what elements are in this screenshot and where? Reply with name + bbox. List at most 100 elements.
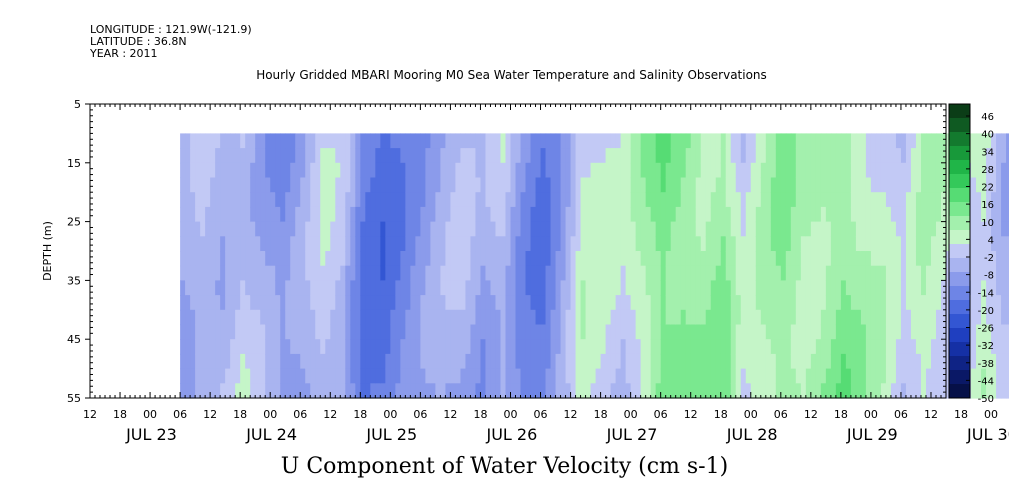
heatmap-cell	[435, 133, 442, 149]
heatmap-cell	[905, 251, 912, 267]
heatmap-cell	[996, 162, 1002, 179]
heatmap-cell	[815, 368, 822, 384]
heatmap-cell	[350, 162, 356, 179]
heatmap-cell	[800, 251, 807, 267]
heatmap-cell	[755, 251, 762, 267]
heatmap-cell	[315, 148, 321, 164]
heatmap-cell	[485, 280, 492, 296]
heatmap-cell	[635, 133, 642, 149]
heatmap-cell	[815, 309, 822, 326]
heatmap-cell	[665, 324, 672, 340]
heatmap-cell	[260, 177, 266, 193]
heatmap-cell	[520, 206, 527, 223]
heatmap-cell	[1006, 265, 1009, 281]
heatmap-cell	[510, 353, 517, 370]
heatmap-cell	[435, 265, 442, 281]
heatmap-cell	[270, 368, 276, 384]
heatmap-cell	[920, 280, 927, 296]
heatmap-cell	[660, 162, 667, 179]
heatmap-cell	[825, 324, 832, 340]
heatmap-cell	[180, 339, 186, 355]
heatmap-cell	[860, 295, 867, 311]
heatmap-cell	[710, 353, 717, 370]
heatmap-cell	[860, 148, 867, 164]
heatmap-cell	[770, 383, 777, 399]
heatmap-cell	[615, 236, 622, 252]
heatmap-cell	[370, 309, 376, 326]
heatmap-cell	[530, 177, 537, 193]
heatmap-cell	[375, 133, 381, 149]
x-day-label: JUL 25	[365, 425, 417, 444]
heatmap-cell	[971, 221, 977, 237]
x-hour-label: 06	[894, 408, 908, 421]
heatmap-cell	[720, 383, 727, 399]
heatmap-cell	[485, 368, 492, 384]
heatmap-cell	[325, 221, 331, 237]
heatmap-cell	[290, 251, 296, 267]
heatmap-cell	[285, 221, 291, 237]
heatmap-cell	[550, 324, 557, 340]
heatmap-cell	[455, 295, 462, 311]
heatmap-cell	[976, 383, 982, 399]
heatmap-cell	[996, 339, 1002, 355]
heatmap-cell	[815, 295, 822, 311]
heatmap-cell	[185, 324, 191, 340]
heatmap-cell	[190, 353, 196, 370]
heatmap-cell	[815, 221, 822, 237]
heatmap-cell	[585, 206, 592, 223]
heatmap-cell	[620, 192, 627, 208]
heatmap-cell	[890, 368, 897, 384]
heatmap-cell	[635, 324, 642, 340]
heatmap-cell	[840, 383, 847, 399]
heatmap-cell	[760, 162, 767, 179]
heatmap-cell	[730, 368, 737, 384]
heatmap-cell	[565, 265, 572, 281]
heatmap-cell	[230, 309, 236, 326]
heatmap-cell	[235, 133, 241, 149]
heatmap-cell	[460, 383, 467, 399]
heatmap-cell	[720, 236, 727, 252]
heatmap-cell	[350, 309, 356, 326]
heatmap-cell	[981, 148, 987, 164]
heatmap-cell	[820, 251, 827, 267]
heatmap-cell	[830, 339, 837, 355]
heatmap-cell	[620, 368, 627, 384]
y-tick-label: 5	[74, 98, 81, 111]
colorbar-label: -32	[978, 341, 994, 352]
heatmap-cell	[185, 162, 191, 179]
heatmap-cell	[710, 236, 717, 252]
heatmap-cell	[930, 295, 937, 311]
heatmap-cell	[570, 148, 577, 164]
heatmap-cell	[320, 221, 326, 237]
heatmap-cell	[375, 148, 381, 164]
heatmap-cell	[355, 368, 361, 384]
heatmap-cell	[275, 383, 281, 399]
heatmap-cell	[750, 324, 757, 340]
heatmap-cell	[940, 251, 947, 267]
heatmap-cell	[270, 280, 276, 296]
colorbar-swatch	[949, 384, 970, 399]
heatmap-cell	[685, 177, 692, 193]
heatmap-cell	[620, 162, 627, 179]
heatmap-cell	[415, 192, 421, 208]
heatmap-cell	[500, 133, 507, 149]
heatmap-cell	[420, 177, 426, 193]
heatmap-cell	[976, 295, 982, 311]
heatmap-cell	[890, 177, 897, 193]
heatmap-cell	[910, 236, 917, 252]
heatmap-cell	[450, 339, 457, 355]
heatmap-cell	[345, 309, 351, 326]
heatmap-cell	[190, 236, 196, 252]
heatmap-cell	[885, 177, 892, 193]
heatmap-cell	[365, 265, 371, 281]
heatmap-cell	[605, 265, 612, 281]
heatmap-cell	[425, 353, 431, 370]
heatmap-cell	[855, 133, 862, 149]
heatmap-cell	[335, 368, 341, 384]
heatmap-cell	[895, 265, 902, 281]
heatmap-cell	[195, 280, 201, 296]
heatmap-cell	[325, 148, 331, 164]
heatmap-cell	[235, 383, 241, 399]
heatmap-cell	[400, 133, 406, 149]
heatmap-cell	[625, 236, 632, 252]
